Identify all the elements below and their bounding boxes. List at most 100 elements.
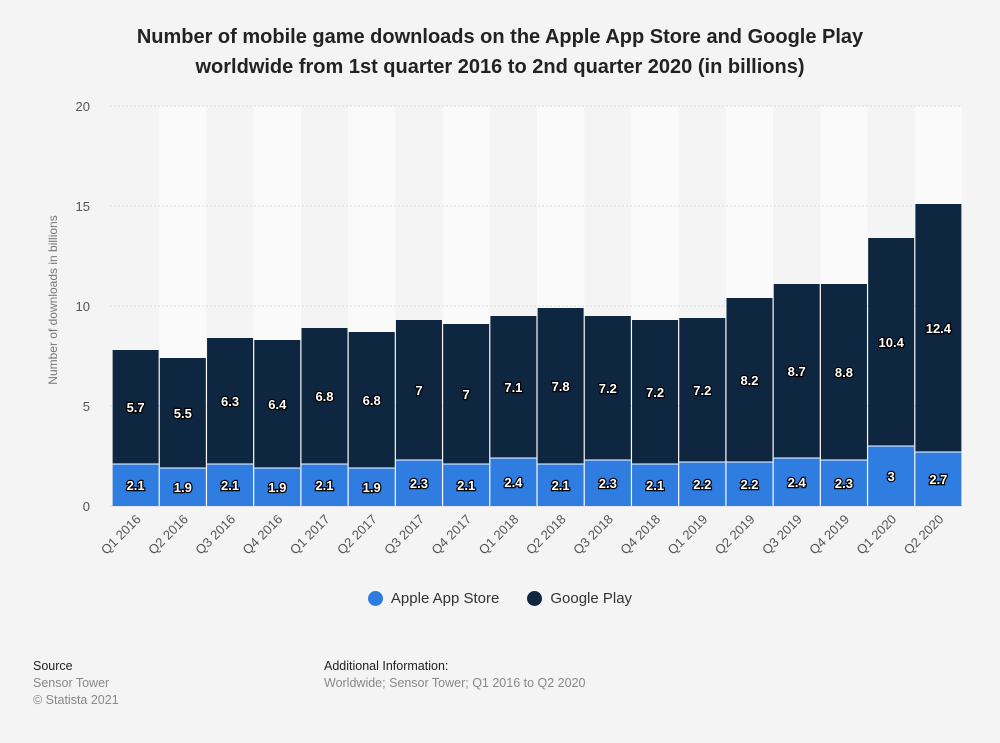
- bar-apple: [537, 464, 584, 506]
- bar-google: [443, 324, 490, 464]
- data-label-google: 7.2: [693, 383, 711, 398]
- x-tick-label: Q3 2016: [192, 512, 238, 558]
- data-label-google: 7.2: [646, 385, 664, 400]
- bar-apple: [584, 460, 631, 506]
- bar-apple: [726, 462, 773, 506]
- x-tick-label: Q3 2018: [570, 512, 616, 558]
- data-label-apple: 2.2: [693, 477, 711, 492]
- bar-apple: [868, 446, 915, 506]
- bar-apple: [443, 464, 490, 506]
- bar-apple: [679, 462, 726, 506]
- additional-info-label: Additional Information:: [324, 659, 449, 673]
- data-label-google: 8.2: [740, 373, 758, 388]
- legend-label-apple: Apple App Store: [390, 590, 500, 607]
- chart-title-line-1: Number of mobile game downloads on the A…: [136, 26, 864, 48]
- bar-google: [395, 320, 442, 460]
- x-tick-label: Q1 2018: [476, 512, 522, 558]
- data-label-apple: 2.1: [552, 478, 570, 493]
- x-tick-label: Q2 2017: [334, 512, 380, 558]
- bar-google: [112, 350, 159, 464]
- additional-info-value: Worldwide; Sensor Tower; Q1 2016 to Q2 2…: [324, 676, 586, 690]
- data-label-apple: 2.2: [740, 477, 758, 492]
- data-label-apple: 2.1: [457, 478, 475, 493]
- bar-apple: [773, 458, 820, 506]
- bar-google: [632, 320, 679, 464]
- y-axis-label: Number of downloads in billions: [46, 215, 60, 384]
- bar-google: [348, 332, 395, 468]
- bar-google: [159, 358, 206, 468]
- x-tick-label: Q2 2020: [901, 512, 947, 558]
- data-label-google: 7: [415, 383, 422, 398]
- y-tick-label: 15: [76, 199, 90, 214]
- x-tick-label: Q2 2019: [712, 512, 758, 558]
- data-label-apple: 1.9: [268, 480, 286, 495]
- bar-google: [915, 204, 962, 452]
- data-label-apple: 2.3: [410, 476, 428, 491]
- legend-item-google[interactable]: Google Play: [527, 590, 632, 607]
- bar-apple: [915, 452, 962, 506]
- stacked-bar-chart: 0 5 10 15 20 Number of downloads in billions 2…: [46, 99, 962, 558]
- data-label-apple: 2.1: [646, 478, 664, 493]
- source-value[interactable]: Sensor Tower: [33, 676, 110, 690]
- x-tick-label: Q4 2018: [617, 512, 663, 558]
- legend-item-apple[interactable]: Apple App Store: [367, 590, 500, 607]
- bar-apple: [159, 468, 206, 506]
- bar-google: [301, 328, 348, 464]
- data-label-apple: 2.7: [929, 472, 947, 487]
- bar-google: [584, 316, 631, 460]
- data-label-apple: 1.9: [174, 480, 192, 495]
- data-label-google: 7.2: [599, 381, 617, 396]
- data-label-google: 6.8: [315, 389, 333, 404]
- x-tick-label: Q1 2020: [853, 512, 899, 558]
- data-label-apple: 2.3: [599, 476, 617, 491]
- bar-google: [207, 338, 254, 464]
- bar-apple: [301, 464, 348, 506]
- x-tick-label: Q2 2018: [523, 512, 569, 558]
- footer-additional-info: Additional Information: Worldwide; Senso…: [324, 658, 586, 692]
- data-label-google: 6.3: [221, 394, 239, 409]
- data-label-apple: 2.4: [788, 475, 807, 490]
- legend-dot-google-icon: [527, 591, 543, 606]
- data-label-google: 8.7: [788, 364, 806, 379]
- y-tick-label: 10: [76, 299, 90, 314]
- data-label-google: 5.5: [174, 406, 192, 421]
- data-label-apple: 2.1: [221, 478, 239, 493]
- chart-title: Number of mobile game downloads on the A…: [0, 22, 1000, 82]
- bar-apple: [348, 468, 395, 506]
- x-tick-label: Q1 2019: [665, 512, 711, 558]
- bar-apple: [254, 468, 301, 506]
- y-tick-label: 0: [83, 499, 90, 514]
- bar-apple: [112, 464, 159, 506]
- data-label-google: 12.4: [926, 321, 952, 336]
- bar-google: [820, 284, 867, 460]
- bar-apple: [395, 460, 442, 506]
- bar-apple: [820, 460, 867, 506]
- x-tick-label: Q4 2019: [806, 512, 852, 558]
- x-tick-label: Q1 2017: [287, 512, 333, 558]
- data-label-google: 8.8: [835, 365, 853, 380]
- copyright[interactable]: © Statista 2021: [33, 693, 119, 707]
- bar-google: [726, 298, 773, 462]
- bar-apple: [632, 464, 679, 506]
- data-label-apple: 2.3: [835, 476, 853, 491]
- x-tick-label: Q4 2017: [428, 512, 474, 558]
- footer-source: Source Sensor Tower © Statista 2021: [33, 658, 119, 709]
- legend-label-google: Google Play: [550, 590, 633, 607]
- data-label-google: 7.8: [552, 379, 570, 394]
- y-tick-label: 5: [83, 399, 90, 414]
- y-tick-label: 20: [76, 99, 90, 114]
- bar-google: [679, 318, 726, 462]
- bar-google: [254, 340, 301, 468]
- data-label-apple: 3: [888, 469, 895, 484]
- data-label-apple: 1.9: [363, 480, 381, 495]
- bar-google: [490, 316, 537, 458]
- x-tick-label: Q3 2017: [381, 512, 427, 558]
- bar-google: [537, 308, 584, 464]
- source-label: Source: [33, 659, 73, 673]
- x-tick-label: Q1 2016: [98, 512, 144, 558]
- data-label-google: 6.4: [268, 397, 287, 412]
- data-label-google: 7.1: [504, 380, 522, 395]
- legend: Apple App Store Google Play: [0, 590, 1000, 607]
- data-label-apple: 2.1: [315, 478, 333, 493]
- bar-apple: [207, 464, 254, 506]
